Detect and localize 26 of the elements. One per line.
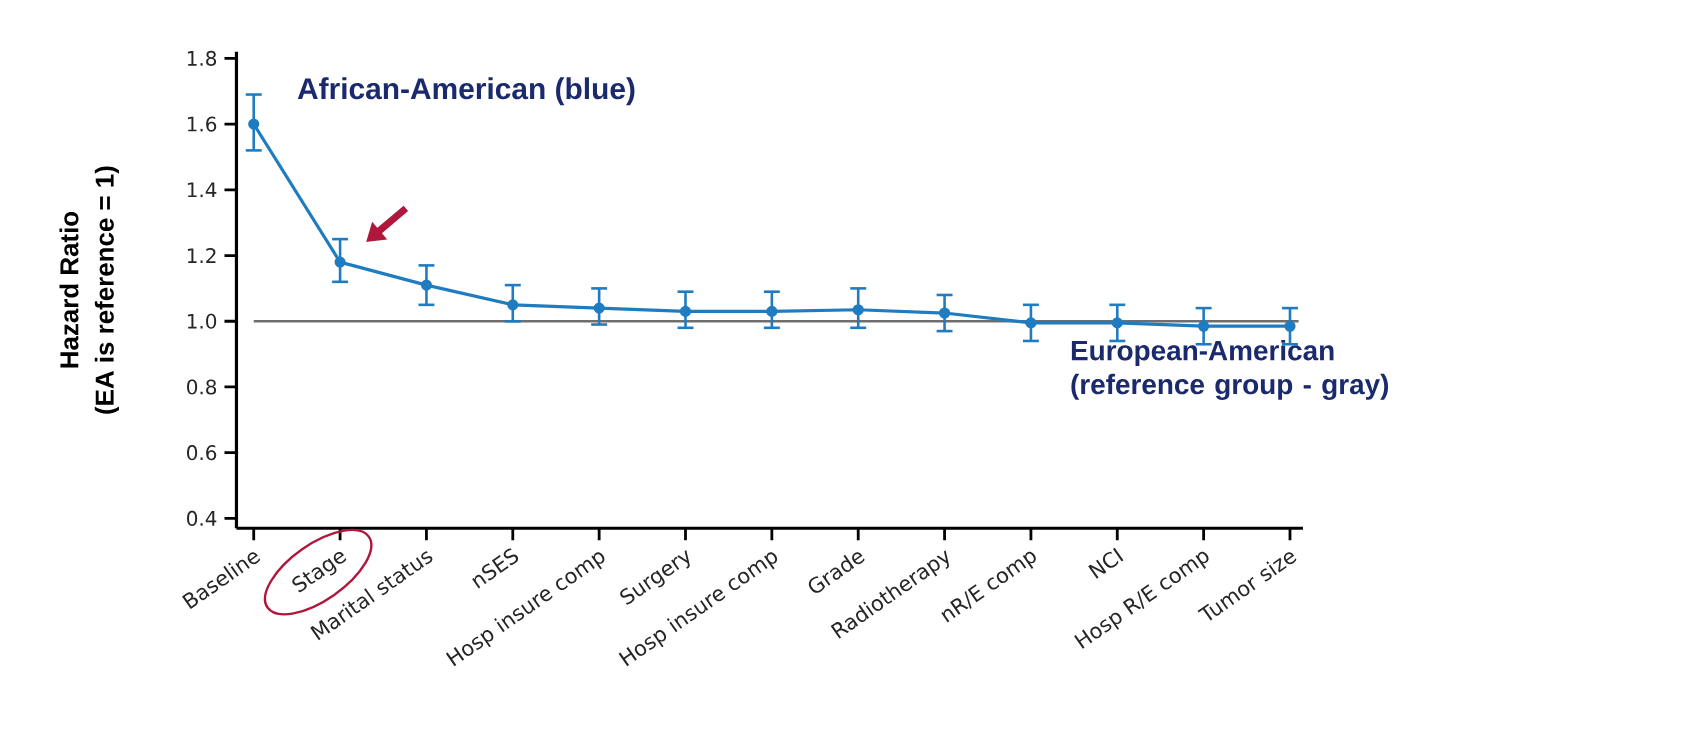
point — [507, 299, 519, 311]
y-tick-label: 1.2 — [187, 248, 216, 264]
text: (EA is reference = 1) — [94, 166, 119, 414]
y-tick-label: 0.4 — [187, 511, 217, 527]
x-tick-label: NCI — [1088, 547, 1124, 579]
point — [334, 256, 346, 268]
y-tick-label: 1.6 — [187, 116, 217, 132]
point — [1198, 320, 1210, 332]
point — [420, 279, 433, 291]
point — [938, 307, 951, 319]
y-tick-label: 0.8 — [187, 379, 217, 395]
point — [1284, 320, 1296, 332]
y-tick-label: 1.4 — [187, 182, 217, 198]
series-label: African-American (blue) — [297, 77, 635, 106]
point — [1025, 317, 1037, 329]
point — [1111, 317, 1123, 329]
y-tick-label: 0.6 — [187, 445, 217, 461]
point — [679, 306, 692, 318]
point — [766, 306, 778, 318]
y-tick-label: 1.8 — [187, 51, 217, 67]
y-axis-title: Hazard Ratio — [59, 212, 79, 368]
y-tick-label: 1.0 — [187, 313, 217, 330]
ref-line-label: European-American (reference group - gray) — [1071, 340, 1389, 401]
point — [593, 302, 605, 314]
point — [248, 118, 260, 130]
point — [852, 304, 864, 316]
